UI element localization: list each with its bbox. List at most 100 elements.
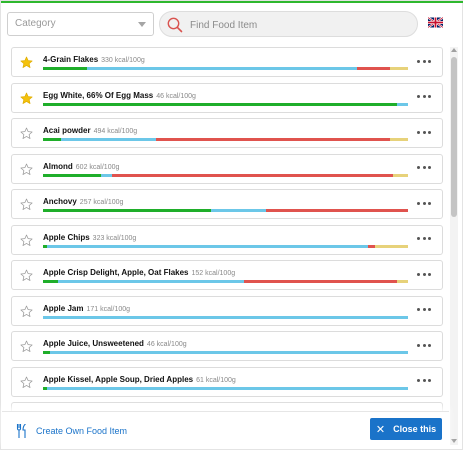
other-segment — [397, 280, 408, 283]
star-outline-icon[interactable] — [20, 305, 33, 318]
food-item-title: 4-Grain Flakes — [43, 55, 99, 64]
dot — [417, 272, 420, 276]
macro-bar — [43, 280, 408, 283]
dot — [417, 343, 420, 347]
dot — [428, 272, 431, 276]
dot — [428, 166, 431, 169]
protein-segment — [43, 102, 398, 106]
search-input[interactable] — [190, 17, 390, 33]
category-select[interactable]: Category — [7, 12, 154, 36]
macro-bar — [43, 138, 408, 141]
more-options-icon[interactable] — [417, 58, 431, 64]
food-item-title: Almond — [43, 161, 73, 171]
uk-flag-icon[interactable] — [428, 17, 443, 28]
more-options-icon[interactable] — [417, 307, 431, 313]
other-segment — [393, 173, 408, 177]
food-item-row[interactable]: Anchovy 257 kcal/100g — [11, 189, 443, 219]
more-options-icon[interactable] — [417, 129, 431, 135]
food-item-row[interactable]: Almond 602 kcal/100g — [11, 153, 443, 184]
carb-segment — [43, 315, 408, 319]
carb-segment — [210, 209, 266, 212]
more-options-icon[interactable] — [417, 94, 431, 100]
dot — [422, 59, 426, 63]
dot — [417, 379, 420, 382]
fat-segment — [367, 244, 376, 248]
dot — [417, 95, 420, 98]
food-item-row[interactable]: Apple Kissel, Apple Soup, Dried Apples 61… — [11, 366, 443, 397]
star-outline-icon[interactable] — [20, 376, 33, 389]
food-item-name: Apple Chips 323 kcal/100g — [43, 233, 136, 242]
star-outline-icon[interactable] — [20, 198, 33, 211]
carb-segment — [61, 138, 157, 141]
dot — [428, 130, 431, 134]
food-item-row[interactable]: Apple Jam 171 kcal/100g — [11, 295, 443, 326]
food-item-row[interactable]: Acai powder 494 kcal/100g — [11, 118, 443, 148]
food-item-row[interactable]: Apple Chips 323 kcal/100g — [11, 224, 443, 255]
star-outline-icon[interactable] — [20, 269, 33, 282]
more-options-icon[interactable] — [417, 378, 431, 384]
dot — [417, 308, 420, 311]
dot — [428, 343, 431, 347]
carb-segment — [101, 173, 113, 177]
more-options-icon[interactable] — [417, 271, 431, 277]
more-options-icon[interactable] — [417, 165, 431, 171]
food-item-row[interactable]: Egg White, 66% Of Egg Mass 46 kcal/100g — [11, 82, 443, 113]
protein-segment — [43, 138, 62, 141]
scrollbar-thumb[interactable] — [451, 57, 457, 217]
more-options-icon[interactable] — [417, 236, 431, 242]
food-item-kcal: 330 kcal/100g — [101, 57, 145, 64]
scroll-down-arrow-icon[interactable] — [451, 439, 457, 443]
food-item-name: Acai powder 494 kcal/100g — [43, 126, 137, 135]
scroll-up-arrow-icon[interactable] — [451, 48, 457, 52]
fat-segment — [112, 173, 394, 177]
more-options-icon[interactable] — [417, 200, 431, 206]
food-item-name: 4-Grain Flakes 330 kcal/100g — [43, 55, 145, 64]
food-item-row[interactable]: Apple Juice, Unsweetened 46 kcal/100g — [11, 331, 443, 361]
dot — [422, 379, 426, 382]
star-filled-icon[interactable] — [20, 92, 33, 105]
star-outline-icon[interactable] — [20, 234, 33, 247]
macro-bar — [43, 386, 408, 390]
close-button[interactable]: ✕ Close this — [370, 418, 442, 440]
food-item-title: Acai powder — [43, 126, 91, 135]
dot — [422, 130, 426, 134]
dot — [422, 237, 426, 240]
star-outline-icon[interactable] — [20, 163, 33, 176]
dot — [422, 166, 426, 169]
fork-knife-icon — [16, 424, 26, 438]
accent-line — [1, 1, 463, 3]
food-item-row[interactable]: Apple Crisp Delight, Apple, Oat Flakes 15… — [11, 260, 443, 290]
create-own-food-button[interactable]: Create Own Food Item — [16, 423, 127, 439]
carb-segment — [50, 351, 408, 354]
star-filled-icon[interactable] — [20, 56, 33, 69]
search-icon — [167, 17, 183, 33]
food-item-row[interactable]: 4-Grain Flakes 330 kcal/100g — [11, 47, 443, 77]
more-options-icon[interactable] — [417, 342, 431, 348]
scrollbar[interactable] — [450, 47, 458, 445]
macro-bar — [43, 173, 408, 177]
dot — [428, 201, 431, 205]
food-item-kcal: 602 kcal/100g — [75, 163, 120, 171]
food-item-kcal: 46 kcal/100g — [156, 92, 196, 100]
dot — [417, 59, 420, 63]
food-item-kcal: 171 kcal/100g — [86, 305, 131, 313]
dialog-footer: Create Own Food Item ✕ Close this — [2, 411, 449, 449]
fat-segment — [243, 280, 398, 283]
carb-segment — [57, 280, 244, 283]
search-box[interactable] — [159, 11, 418, 37]
macro-bar — [43, 67, 408, 70]
food-list: 4-Grain Flakes 330 kcal/100g Egg White, 66… — [11, 47, 443, 412]
dot — [422, 272, 426, 276]
close-button-label: Close this — [393, 424, 437, 434]
protein-segment — [43, 386, 47, 390]
star-outline-icon[interactable] — [20, 340, 33, 353]
food-item-title: Apple Jam — [43, 303, 84, 313]
food-item-name: Anchovy 257 kcal/100g — [43, 197, 123, 206]
food-item-name: Apple Kissel, Apple Soup, Dried Apples 61… — [43, 375, 236, 384]
dot — [417, 130, 420, 134]
chevron-down-icon — [138, 22, 146, 27]
other-segment — [375, 244, 408, 248]
dot — [417, 166, 420, 169]
star-outline-icon[interactable] — [20, 127, 33, 140]
